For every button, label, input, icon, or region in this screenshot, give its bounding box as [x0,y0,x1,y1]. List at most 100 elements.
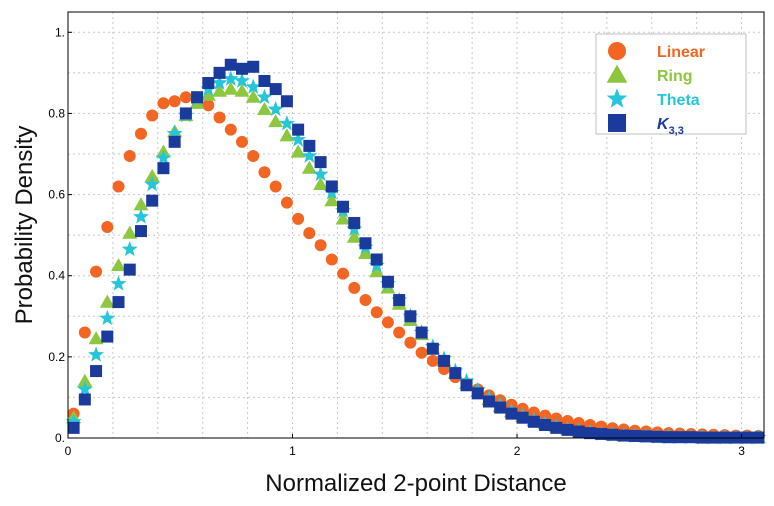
data-point [88,331,104,345]
data-point [337,200,350,213]
data-point [223,81,239,95]
data-point [202,77,215,89]
data-point [213,111,226,124]
y-axis-label: Probability Density [11,126,38,325]
data-point [168,135,181,148]
data-point [348,216,361,229]
data-point [268,114,284,128]
data-point [200,87,216,101]
data-point [358,245,373,260]
y-tick-label: 0.6 [48,188,65,202]
data-point [110,275,127,291]
data-point [539,419,552,432]
data-point [651,430,664,443]
data-point [134,225,147,238]
data-point [99,309,116,326]
data-point [146,194,159,207]
y-tick-label: 0. [55,431,65,445]
data-point [78,393,91,406]
data-point [157,97,170,110]
data-point [314,239,327,252]
data-point [337,267,350,280]
data-point [77,373,93,387]
data-point [348,281,361,294]
data-point [280,95,293,108]
data-point [438,354,451,367]
data-point [202,99,215,112]
data-point [258,74,271,87]
data-point [449,367,462,380]
data-point [269,83,282,96]
data-point [640,430,653,443]
data-point [393,326,406,339]
data-point [245,89,261,103]
data-point [505,407,518,420]
data-point [213,66,226,79]
grid [68,12,764,438]
data-point [134,127,147,140]
data-point [144,168,160,182]
data-point [112,180,125,193]
data-point [685,431,698,444]
legend-label: Linear [657,44,705,61]
data-point [617,429,630,442]
data-point [301,147,318,163]
legend-marker-star [606,88,628,108]
data-point [292,123,305,136]
data-point [312,165,329,182]
data-point [370,306,383,319]
data-point [236,62,248,75]
data-point [370,253,383,266]
data-point [88,346,105,362]
data-point [224,123,237,136]
data-point [359,294,372,307]
data-point [346,229,362,243]
data-point [516,411,529,424]
data-point [290,144,306,158]
data-point [471,387,484,400]
data-point [303,227,316,240]
data-point [404,310,417,323]
data-point [324,193,340,207]
data-point [269,180,282,193]
data-point [234,83,250,97]
data-point [584,427,596,440]
data-point [314,156,327,169]
x-tick-label: 1 [289,444,296,458]
data-point [527,415,540,428]
data-point [224,58,237,71]
legend-marker-triangle [606,64,628,83]
data-point [65,413,82,429]
data-point [292,212,305,225]
data-point [179,107,192,120]
x-tick-label: 2 [514,444,521,458]
data-point [133,197,149,211]
data-point [279,128,295,142]
data-point [673,431,686,444]
legend-label: Theta [657,92,700,109]
data-point [122,225,138,239]
data-point [123,150,136,163]
data-point [166,125,183,141]
data-point [144,176,161,192]
data-point [76,380,93,397]
data-point [426,354,439,367]
data-point [146,109,159,122]
data-point [256,101,272,115]
data-point [112,296,125,309]
data-point [132,208,149,224]
data-point [662,431,675,444]
legend-label: Ring [657,68,693,85]
data-point [494,401,507,414]
data-point [313,176,329,191]
y-tick-label: 0.2 [48,350,65,364]
data-point [168,95,181,108]
data-point [303,139,316,152]
data-point [369,264,385,278]
data-point [381,316,394,329]
data-point [393,294,406,307]
data-point [301,160,317,174]
legend-marker-circle [608,42,626,60]
data-point [426,342,439,355]
